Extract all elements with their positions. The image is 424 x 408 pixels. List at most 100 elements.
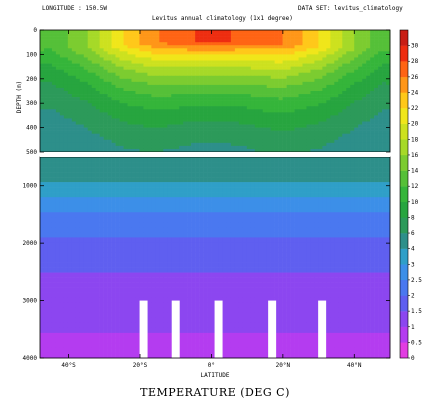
field-cell	[278, 94, 283, 98]
field-cell	[199, 145, 204, 150]
field-cell	[298, 127, 303, 131]
field-cell	[262, 136, 268, 141]
field-cell	[67, 182, 73, 188]
field-cell	[79, 94, 85, 98]
field-cell	[270, 182, 275, 188]
field-cell	[75, 33, 81, 37]
field-cell	[346, 172, 351, 178]
field-cell	[266, 162, 271, 168]
field-cell	[314, 227, 319, 233]
field-cell	[270, 207, 275, 213]
field-cell	[43, 167, 49, 173]
field-cell	[282, 197, 287, 203]
field-cell	[294, 57, 299, 61]
field-cell	[358, 177, 363, 183]
field-cell	[330, 112, 335, 116]
field-cell	[151, 207, 156, 213]
field-cell	[135, 237, 140, 243]
field-cell	[306, 30, 311, 34]
field-cell	[183, 162, 188, 168]
field-cell	[346, 162, 351, 168]
field-cell	[338, 167, 343, 173]
field-cell	[75, 30, 81, 34]
field-cell	[282, 142, 287, 147]
field-cell	[175, 157, 180, 163]
field-cell	[310, 142, 315, 147]
field-cell	[163, 217, 168, 223]
field-cell	[330, 222, 335, 228]
field-cell	[238, 57, 244, 61]
field-cell	[314, 45, 319, 49]
field-cell	[374, 207, 379, 213]
field-cell	[139, 133, 144, 138]
field-cell	[298, 227, 303, 233]
field-cell	[226, 177, 232, 183]
field-cell	[55, 36, 61, 40]
field-cell	[386, 148, 391, 153]
field-cell	[135, 157, 140, 163]
field-cell	[179, 127, 184, 131]
field-cell	[187, 33, 192, 37]
field-cell	[211, 60, 216, 64]
field-cell	[167, 177, 172, 183]
field-cell	[374, 97, 379, 101]
field-cell	[238, 48, 244, 52]
field-cell	[191, 124, 196, 128]
field-cell	[330, 30, 335, 34]
field-cell	[135, 124, 140, 128]
field-cell	[203, 42, 208, 46]
field-cell	[334, 106, 339, 110]
field-cell	[103, 139, 108, 144]
field-cell	[282, 182, 287, 188]
field-cell	[99, 145, 104, 150]
field-cell	[346, 33, 351, 37]
field-cell	[171, 182, 176, 188]
field-cell	[87, 103, 93, 107]
field-cell	[155, 103, 160, 107]
field-cell	[175, 42, 180, 46]
field-cell	[99, 197, 104, 203]
field-cell	[298, 103, 303, 107]
field-cell	[282, 94, 287, 98]
field-cell	[99, 212, 104, 218]
field-cell	[246, 142, 252, 147]
field-cell	[75, 51, 81, 55]
field-cell	[282, 42, 287, 46]
field-cell	[262, 207, 268, 213]
field-cell	[91, 162, 96, 168]
field-cell	[310, 103, 315, 107]
field-cell	[262, 112, 268, 116]
field-cell	[127, 136, 132, 141]
field-cell	[179, 103, 184, 107]
field-cell	[55, 139, 61, 144]
field-cell	[175, 197, 180, 203]
field-cell	[374, 192, 379, 198]
field-cell	[167, 182, 172, 188]
field-cell	[211, 192, 216, 198]
field-cell	[342, 124, 347, 128]
field-cell	[167, 139, 172, 144]
field-cell	[342, 81, 347, 86]
field-cell	[366, 54, 371, 58]
field-cell	[135, 54, 140, 58]
field-cell	[230, 207, 236, 213]
field-cell	[83, 212, 89, 218]
field-cell	[338, 30, 343, 34]
field-cell	[270, 48, 275, 52]
field-cell	[326, 172, 331, 178]
field-cell	[43, 162, 49, 168]
field-cell	[47, 142, 53, 147]
field-cell	[51, 162, 57, 168]
field-cell	[91, 142, 96, 147]
field-cell	[175, 97, 180, 101]
field-cell	[191, 212, 196, 218]
field-cell	[298, 136, 303, 141]
field-cell	[143, 115, 148, 119]
field-cell	[322, 36, 327, 40]
field-cell	[107, 127, 112, 131]
field-cell	[306, 182, 311, 188]
field-cell	[366, 136, 371, 141]
field-cell	[334, 130, 339, 134]
field-cell	[135, 197, 140, 203]
field-cell	[40, 112, 45, 116]
